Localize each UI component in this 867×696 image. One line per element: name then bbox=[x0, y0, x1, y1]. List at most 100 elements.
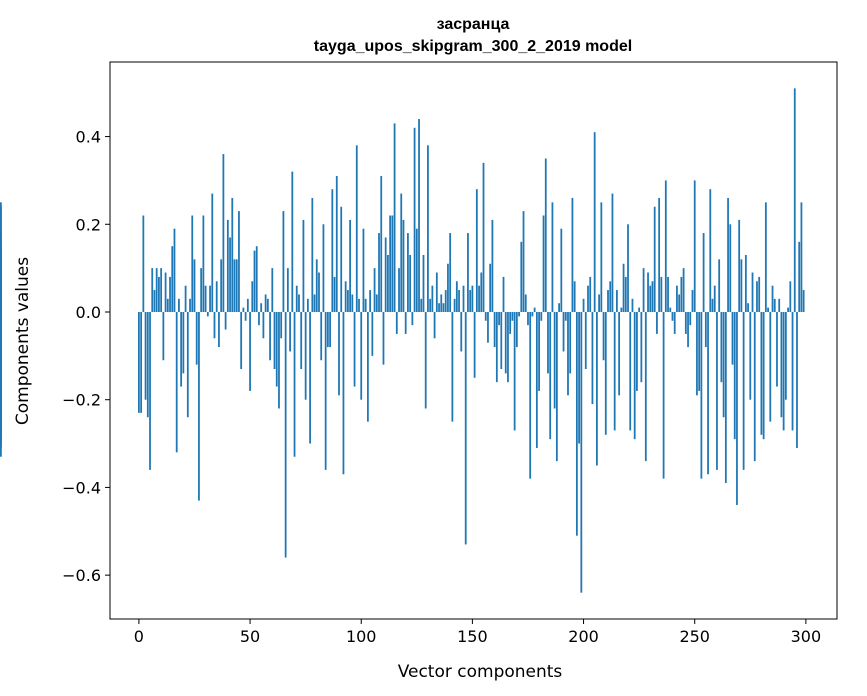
x-tick-label: 300 bbox=[791, 627, 822, 646]
bar-275 bbox=[749, 311, 752, 400]
bar-61 bbox=[273, 311, 276, 370]
bar-5 bbox=[149, 311, 151, 470]
bar-0 bbox=[138, 311, 140, 413]
bar-44 bbox=[235, 259, 238, 312]
bar-144 bbox=[458, 290, 460, 312]
bar-30 bbox=[204, 285, 207, 312]
bar-62 bbox=[275, 311, 278, 387]
bar-194 bbox=[569, 311, 572, 374]
bar-1 bbox=[140, 311, 143, 413]
bar-111 bbox=[384, 237, 387, 312]
bar-210 bbox=[604, 311, 607, 435]
bar-294 bbox=[791, 311, 794, 431]
bar-276 bbox=[751, 272, 754, 312]
bar-41 bbox=[229, 237, 231, 312]
bar-199 bbox=[580, 311, 583, 593]
bar-78 bbox=[311, 197, 314, 312]
bar-238 bbox=[667, 276, 669, 312]
bar-249 bbox=[691, 290, 694, 312]
bar-141 bbox=[451, 311, 454, 422]
bar-277 bbox=[753, 311, 756, 462]
bar-208 bbox=[600, 202, 603, 312]
bar-23 bbox=[189, 298, 191, 312]
bar-22 bbox=[186, 311, 189, 418]
bar-248 bbox=[689, 311, 692, 326]
bar-182 bbox=[542, 215, 545, 312]
bar-288 bbox=[778, 298, 781, 312]
bar-270 bbox=[738, 219, 741, 312]
bar-94 bbox=[347, 290, 349, 312]
bar-106 bbox=[373, 268, 376, 312]
y-tick-label: −0.2 bbox=[62, 391, 101, 410]
bar-158 bbox=[489, 263, 492, 312]
bar-56 bbox=[262, 311, 265, 339]
bar-281 bbox=[762, 311, 765, 440]
bar-undefined bbox=[0, 206, 2, 312]
bar-48 bbox=[244, 311, 247, 321]
bar-189 bbox=[558, 303, 560, 312]
bar-120 bbox=[404, 311, 407, 334]
bar-145 bbox=[460, 311, 463, 352]
bar-271 bbox=[740, 259, 743, 312]
x-tick-label: 200 bbox=[568, 627, 599, 646]
bar-154 bbox=[480, 272, 483, 312]
bar-95 bbox=[349, 219, 351, 312]
bar-197 bbox=[575, 311, 578, 536]
bar-164 bbox=[502, 276, 505, 312]
bar-273 bbox=[744, 254, 747, 312]
bar-267 bbox=[731, 311, 734, 365]
bar-85 bbox=[326, 311, 329, 348]
bar-24 bbox=[191, 215, 194, 312]
bar-138 bbox=[444, 290, 447, 312]
bar-38 bbox=[222, 154, 225, 312]
bar-268 bbox=[733, 311, 736, 440]
bar-12 bbox=[164, 272, 167, 312]
bar-191 bbox=[562, 311, 565, 352]
bar-260 bbox=[716, 311, 718, 470]
bar-98 bbox=[355, 145, 358, 312]
bar-76 bbox=[306, 298, 309, 312]
bar-265 bbox=[727, 197, 729, 312]
bar-10 bbox=[160, 268, 163, 312]
x-tick-label: 50 bbox=[240, 627, 260, 646]
bar-212 bbox=[609, 281, 612, 312]
bar-21 bbox=[184, 285, 187, 312]
bar-192 bbox=[564, 311, 567, 321]
bar-169 bbox=[513, 311, 516, 431]
bar-83 bbox=[322, 224, 325, 312]
bar-213 bbox=[611, 193, 614, 312]
bar-259 bbox=[713, 285, 716, 312]
bar-206 bbox=[596, 311, 598, 466]
bar-188 bbox=[555, 311, 558, 462]
bar-282 bbox=[764, 202, 767, 312]
bar-203 bbox=[589, 276, 592, 312]
bar-161 bbox=[495, 311, 498, 383]
plot-frame bbox=[109, 61, 838, 620]
bar-9 bbox=[158, 276, 160, 312]
bar-291 bbox=[784, 311, 787, 400]
bar-181 bbox=[540, 311, 543, 321]
bar-272 bbox=[742, 311, 745, 470]
bar-52 bbox=[253, 250, 256, 312]
bar-34 bbox=[213, 311, 216, 339]
bar-214 bbox=[613, 311, 616, 431]
bar-150 bbox=[471, 285, 474, 312]
bar-72 bbox=[298, 294, 300, 312]
bar-228 bbox=[644, 311, 647, 462]
bar-178 bbox=[533, 307, 536, 312]
bar-202 bbox=[587, 285, 589, 312]
bar-49 bbox=[246, 298, 249, 312]
x-axis-label: Vector components bbox=[398, 662, 563, 682]
bar-171 bbox=[518, 311, 520, 317]
bar-37 bbox=[220, 259, 223, 312]
bar-19 bbox=[180, 311, 183, 387]
bar-247 bbox=[687, 311, 689, 348]
bar-152 bbox=[475, 189, 478, 312]
bar-296 bbox=[796, 311, 798, 448]
bar-207 bbox=[598, 294, 600, 312]
x-tick-label: 0 bbox=[134, 627, 144, 646]
bar-284 bbox=[769, 311, 772, 422]
bar-11 bbox=[162, 311, 165, 361]
bar-2 bbox=[142, 215, 145, 312]
